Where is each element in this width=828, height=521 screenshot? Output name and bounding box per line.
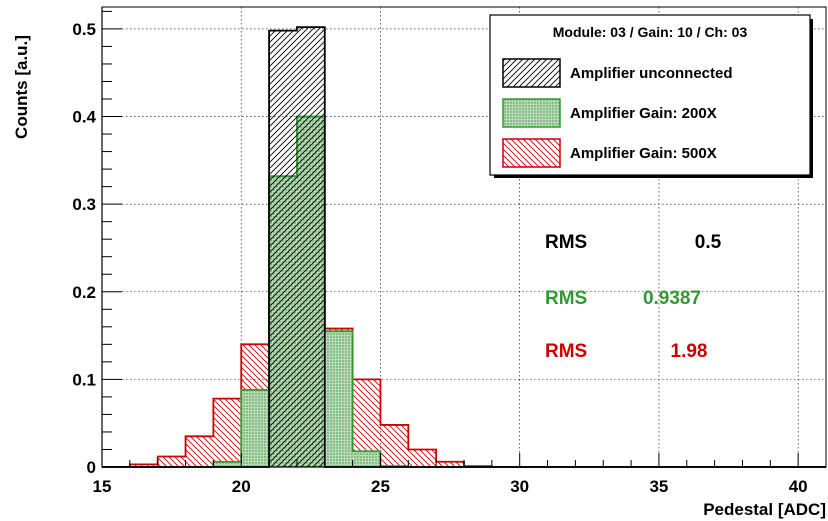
histogram-series (102, 26, 826, 468)
legend: Module: 03 / Gain: 10 / Ch: 03 Amplifier… (489, 14, 813, 178)
histogram-bar (157, 456, 186, 467)
histogram-bar (129, 464, 158, 467)
histogram-bar (213, 398, 242, 467)
histogram-bar (269, 30, 297, 468)
x-axis-label: Pedestal [ADC] (703, 500, 826, 519)
x-tick-label: 15 (93, 477, 112, 496)
y-tick-label: 0.4 (72, 108, 96, 127)
rms-value: 0.9387 (643, 288, 701, 309)
histogram-bar (213, 461, 242, 467)
histogram-bar (241, 389, 270, 467)
legend-swatch (502, 138, 561, 168)
rms-value: 0.5 (695, 232, 722, 253)
rms-label: RMS (545, 288, 587, 309)
x-tick-label: 30 (510, 477, 529, 496)
legend-header: Module: 03 / Gain: 10 / Ch: 03 (553, 24, 748, 40)
legend-label: Amplifier unconnected (570, 65, 733, 82)
legend-swatch (502, 98, 561, 128)
histogram-bar (436, 461, 464, 467)
legend-label: Amplifier Gain: 500X (570, 145, 717, 162)
rms-annotations: RMS 0.5 RMS 0.9387 RMS 1.98 (545, 232, 722, 362)
x-tick-label: 20 (232, 477, 251, 496)
histogram-bar (408, 449, 437, 467)
histogram-bar (185, 436, 214, 467)
legend-entries: Amplifier unconnected Amplifier Gain: 200… (502, 58, 733, 168)
y-tick-label: 0.2 (72, 283, 96, 302)
series-2 (102, 26, 826, 468)
legend-shadow-right (810, 19, 813, 178)
histogram-bar (380, 424, 409, 467)
rms-label: RMS (545, 341, 587, 362)
y-tick-label: 0.5 (72, 20, 96, 39)
y-tick-label: 0.1 (72, 370, 96, 389)
rms-value: 1.98 (671, 341, 708, 362)
x-tick-label: 35 (649, 477, 668, 496)
histogram-outline (102, 26, 826, 468)
legend-swatch (502, 58, 561, 88)
x-tick-label: 25 (371, 477, 390, 496)
histogram-bar (296, 27, 325, 468)
histogram-bar (352, 451, 381, 467)
histogram-bar (324, 331, 353, 467)
rms-label: RMS (545, 232, 587, 253)
legend-shadow-bottom (494, 175, 813, 178)
y-axis-label: Counts [a.u.] (12, 35, 31, 139)
y-tick-label: 0.3 (72, 195, 96, 214)
y-tick-label: 0 (87, 458, 96, 477)
x-tick-label: 40 (789, 477, 808, 496)
legend-label: Amplifier Gain: 200X (570, 105, 717, 122)
axes: 15 20 25 30 35 40 0 0.1 0.2 0.3 0.4 0.5 (72, 7, 827, 496)
